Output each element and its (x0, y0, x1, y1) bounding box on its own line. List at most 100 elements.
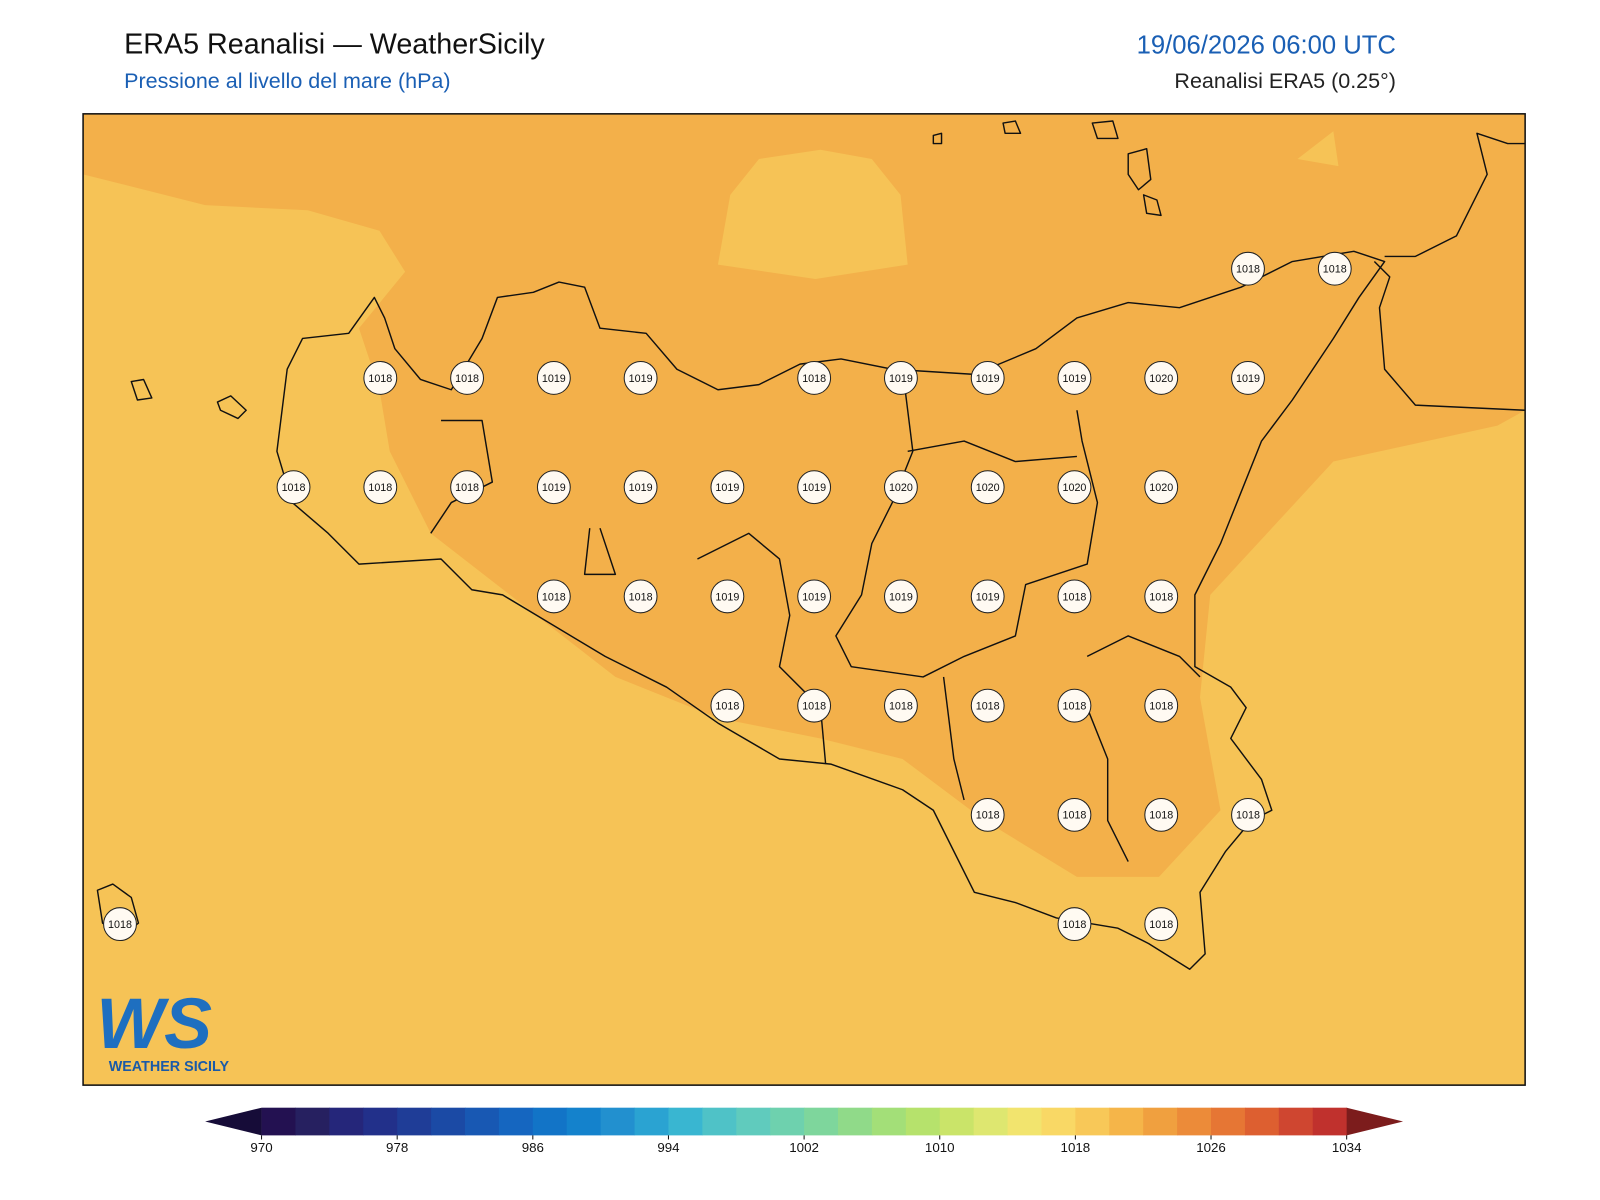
station-value: 1018 (368, 482, 392, 494)
station-marker (884, 579, 918, 614)
station-value: 1018 (889, 701, 913, 713)
station-marker (1144, 579, 1179, 614)
station-value: 1020 (1149, 373, 1173, 385)
colorbar-bin (1075, 1107, 1110, 1136)
station-marker (363, 470, 398, 505)
colorbar-bin (871, 1107, 907, 1136)
station-value: 1019 (976, 373, 1000, 385)
station-marker (623, 579, 658, 614)
station-marker (276, 470, 311, 505)
station-value: 1019 (542, 373, 566, 385)
station-value: 1019 (802, 591, 826, 603)
map: 1018 1018 1018 1018 1019 1019 1018 1019 1019 1019… (82, 113, 1526, 1086)
station-marker (1231, 361, 1265, 395)
station-value: 1018 (1149, 810, 1173, 822)
station-marker (536, 579, 571, 614)
colorbar-bin (770, 1107, 805, 1136)
station-value: 1018 (542, 591, 566, 603)
colorbar-tick-label: 970 (250, 1140, 272, 1155)
colorbar-tick-label: 1034 (1332, 1140, 1362, 1155)
station-marker (1057, 688, 1092, 723)
station-value: 1019 (976, 591, 1000, 603)
station-marker (797, 361, 832, 395)
colorbar-bin (1278, 1107, 1314, 1136)
colorbar-bin (532, 1107, 568, 1136)
station-marker (536, 361, 571, 395)
station-value: 1020 (976, 482, 1000, 494)
station-marker (1231, 797, 1265, 832)
station-marker (536, 470, 571, 505)
colorbar-bin (329, 1107, 364, 1136)
station-marker (450, 470, 484, 505)
station-marker (710, 470, 745, 505)
colorbar-bin (939, 1107, 975, 1136)
station-value: 1018 (1323, 264, 1347, 276)
station-marker (1144, 907, 1179, 942)
station-marker (884, 361, 918, 395)
station-marker (970, 470, 1005, 505)
station-value: 1019 (889, 591, 913, 603)
station-marker (450, 361, 484, 395)
station-value: 1018 (1063, 701, 1087, 713)
station-marker (797, 470, 832, 505)
station-value: 1018 (1063, 591, 1087, 603)
station-marker (710, 688, 745, 723)
station-marker (884, 470, 918, 505)
subtitle: Pressione al livello del mare (hPa) (124, 69, 450, 93)
station-marker (1317, 251, 1352, 286)
colorbar-tick-label: 1018 (1061, 1140, 1091, 1155)
station-marker (1057, 470, 1092, 505)
colorbar-bin (397, 1107, 432, 1136)
station-marker (1144, 797, 1179, 832)
station-marker (1057, 907, 1092, 942)
colorbar-bin (566, 1107, 602, 1136)
station-marker (623, 470, 658, 505)
station-value: 1019 (629, 373, 653, 385)
station-marker (797, 579, 832, 614)
station-marker (1144, 361, 1179, 395)
station-value: 1018 (976, 701, 1000, 713)
station-marker (1231, 251, 1265, 286)
province-border (430, 369, 1201, 862)
colorbar-bin (1312, 1107, 1348, 1136)
colorbar-bin (804, 1107, 839, 1136)
colorbar-tick-label: 1002 (789, 1140, 819, 1155)
colorbar-bin (600, 1107, 636, 1136)
station-value: 1019 (1236, 373, 1260, 385)
logo-name: WEATHER SICILY (109, 1059, 230, 1075)
station-value: 1020 (1063, 482, 1087, 494)
station-value: 1018 (1063, 919, 1087, 931)
station-value: 1019 (1063, 373, 1087, 385)
colorbar-bin (668, 1107, 703, 1136)
station-value: 1018 (1149, 919, 1173, 931)
station-marker (797, 688, 832, 723)
colorbar-bin (702, 1107, 737, 1136)
coastline (1373, 132, 1526, 411)
logo: WS WEATHER SICILY (96, 984, 229, 1075)
colorbar-bin (736, 1107, 771, 1136)
colorbar-bin (1041, 1107, 1076, 1136)
colorbar: 970 978 986 994 1002 1010 1018 1026 1034 (205, 1107, 1404, 1155)
pressure-band (1297, 131, 1339, 167)
station-value: 1020 (889, 482, 913, 494)
station-value: 1019 (889, 373, 913, 385)
colorbar-bin (465, 1107, 500, 1136)
station-marker (1057, 579, 1092, 614)
station-marker (1144, 688, 1179, 723)
station-value: 1018 (108, 919, 132, 931)
station-value: 1018 (455, 482, 479, 494)
colorbar-tick-label: 994 (657, 1140, 680, 1155)
colorbar-extend-low (205, 1107, 262, 1136)
station-marker (103, 907, 137, 942)
station-marker (363, 361, 398, 395)
station-marker (884, 688, 918, 723)
station-value: 1018 (282, 482, 306, 494)
station-marker (1144, 470, 1179, 505)
logo-letters: WS (96, 984, 212, 1064)
colorbar-extend-high (1346, 1107, 1404, 1136)
colorbar-bin (295, 1107, 330, 1136)
colorbar-tick-label: 1010 (925, 1140, 955, 1155)
station-value: 1019 (542, 482, 566, 494)
station-value: 1018 (1236, 810, 1260, 822)
